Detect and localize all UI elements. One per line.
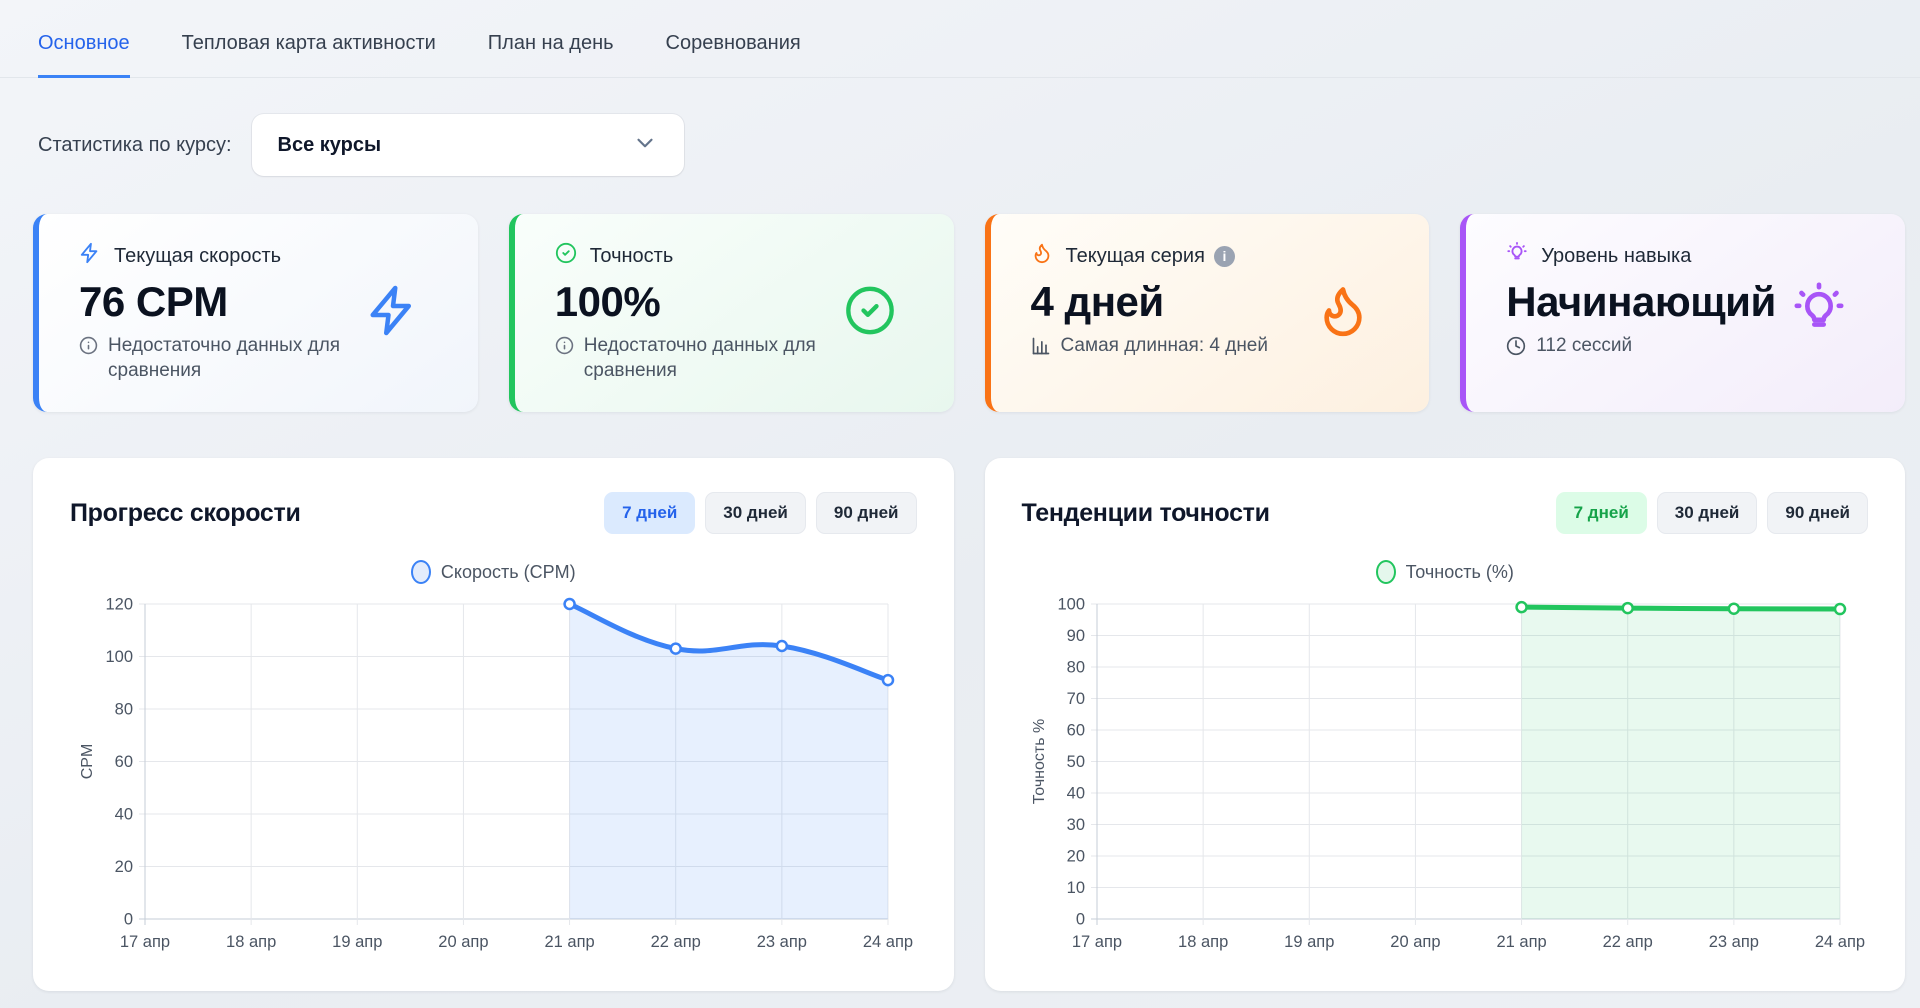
svg-text:17 апр: 17 апр [1071, 933, 1121, 951]
legend-label: Точность (%) [1405, 561, 1514, 582]
stat-value: Начинающий [1506, 278, 1776, 325]
stat-card-skill: Уровень навыка Начинающий 112 сессий [1460, 214, 1905, 412]
info-badge-icon[interactable]: i [1213, 245, 1235, 267]
stat-title: Точность [589, 244, 674, 267]
stat-card-streak: Текущая серия i 4 дней Самая длинная: 4 … [984, 214, 1430, 412]
course-select-value: Все курсы [277, 133, 382, 156]
svg-text:17 апр: 17 апр [120, 933, 170, 951]
svg-text:40: 40 [115, 806, 133, 824]
info-icon [555, 336, 574, 363]
svg-text:120: 120 [105, 596, 133, 614]
svg-text:19 апр: 19 апр [332, 933, 382, 951]
range-button-30d[interactable]: 30 дней [705, 492, 806, 534]
tab-main[interactable]: Основное [38, 32, 130, 78]
stat-subtitle: Недостаточно данных для сравнения [583, 335, 816, 381]
accuracy-line-chart: 0 10 20 30 40 50 60 70 80 90 100 17 апр 18 апр 19 апр… [1022, 594, 1869, 957]
svg-text:18 апр: 18 апр [226, 933, 276, 951]
chevron-down-icon [632, 130, 658, 161]
svg-text:22 апр: 22 апр [651, 933, 701, 951]
svg-text:30: 30 [1066, 816, 1084, 834]
chart-legend: Скорость (CPM) [70, 560, 917, 584]
chart-title: Тенденции точности [1021, 498, 1271, 527]
charts-row: Прогресс скорости 7 дней 30 дней 90 дней… [33, 458, 1905, 991]
legend-marker-icon [1375, 560, 1396, 584]
tab-competitions[interactable]: Соревнования [665, 32, 801, 54]
svg-text:Точность %: Точность % [1031, 719, 1048, 804]
range-button-7d[interactable]: 7 дней [604, 492, 696, 534]
bar-chart-icon [1031, 336, 1051, 364]
stat-subtitle: Недостаточно данных для сравнения [108, 335, 341, 381]
svg-text:60: 60 [115, 753, 133, 771]
svg-text:23 апр: 23 апр [1708, 933, 1758, 951]
stat-subtitle: 112 сессий [1536, 335, 1633, 356]
range-button-30d[interactable]: 30 дней [1656, 492, 1758, 534]
stat-cards-row: Текущая скорость 76 CPM Недостаточно дан… [33, 214, 1905, 412]
svg-text:60: 60 [1066, 722, 1084, 740]
lightning-icon [79, 242, 101, 270]
svg-text:23 апр: 23 апр [757, 933, 807, 951]
svg-text:24 апр: 24 апр [1814, 933, 1864, 951]
svg-text:24 апр: 24 апр [863, 933, 913, 951]
legend-marker-icon [410, 560, 431, 584]
speed-chart-card: Прогресс скорости 7 дней 30 дней 90 дней… [33, 458, 954, 991]
clock-icon [1506, 336, 1526, 364]
svg-text:100: 100 [1057, 596, 1085, 614]
stat-card-speed: Текущая скорость 76 CPM Недостаточно дан… [33, 214, 478, 412]
check-circle-icon-large [844, 285, 896, 342]
flame-icon [1031, 242, 1053, 270]
svg-text:80: 80 [115, 701, 133, 719]
tab-bar: Основное Тепловая карта активности План … [0, 0, 1920, 78]
svg-text:20: 20 [1066, 848, 1084, 866]
lightbulb-icon-large [1791, 282, 1847, 344]
stat-title: Текущая серия [1065, 244, 1205, 267]
svg-text:18 апр: 18 апр [1178, 933, 1228, 951]
svg-text:CPM: CPM [79, 744, 96, 780]
svg-text:90: 90 [1066, 627, 1084, 645]
stat-title: Уровень навыка [1541, 244, 1692, 267]
legend-label: Скорость (CPM) [440, 561, 576, 582]
course-filter-row: Статистика по курсу: Все курсы [38, 114, 1920, 176]
lightning-icon-large [366, 284, 420, 343]
svg-text:20: 20 [115, 858, 133, 876]
range-button-90d[interactable]: 90 дней [815, 492, 917, 534]
info-icon [79, 336, 98, 363]
chart-title: Прогресс скорости [70, 498, 301, 527]
svg-text:20 апр: 20 апр [438, 933, 488, 951]
svg-text:19 апр: 19 апр [1284, 933, 1334, 951]
accuracy-chart-card: Тенденции точности 7 дней 30 дней 90 дне… [984, 458, 1905, 991]
range-button-90d[interactable]: 90 дней [1767, 492, 1868, 534]
stat-value: 100% [554, 278, 661, 325]
check-circle-icon [555, 242, 577, 270]
svg-text:0: 0 [1075, 911, 1084, 929]
stat-subtitle: Самая длинная: 4 дней [1060, 335, 1269, 356]
svg-text:80: 80 [1066, 659, 1084, 677]
svg-text:20 апр: 20 апр [1390, 933, 1440, 951]
stat-value: 76 CPM [79, 278, 228, 325]
svg-text:22 апр: 22 апр [1602, 933, 1652, 951]
stat-card-accuracy: Точность 100% Недостаточно данных для ср… [508, 214, 954, 412]
svg-text:21 апр: 21 апр [544, 933, 594, 951]
course-filter-label: Статистика по курсу: [38, 133, 232, 156]
tab-day-plan[interactable]: План на день [487, 32, 614, 54]
range-button-7d[interactable]: 7 дней [1555, 492, 1647, 534]
svg-text:100: 100 [105, 648, 133, 666]
svg-text:10: 10 [1066, 879, 1084, 897]
flame-icon-large [1315, 283, 1371, 344]
course-select[interactable]: Все курсы [251, 114, 684, 176]
stat-title: Текущая скорость [114, 244, 282, 267]
svg-text:0: 0 [124, 911, 133, 929]
chart-legend: Точность (%) [1022, 560, 1869, 584]
svg-text:40: 40 [1066, 785, 1084, 803]
stat-value: 4 дней [1030, 278, 1165, 325]
lightbulb-icon [1506, 242, 1528, 270]
speed-line-chart: 0 20 40 60 80 100 120 17 апр 18 апр 19 апр 20 апр 2… [70, 594, 917, 957]
svg-text:70: 70 [1066, 690, 1084, 708]
tab-heatmap[interactable]: Тепловая карта активности [181, 32, 436, 54]
svg-text:50: 50 [1066, 753, 1084, 771]
svg-text:21 апр: 21 апр [1496, 933, 1546, 951]
